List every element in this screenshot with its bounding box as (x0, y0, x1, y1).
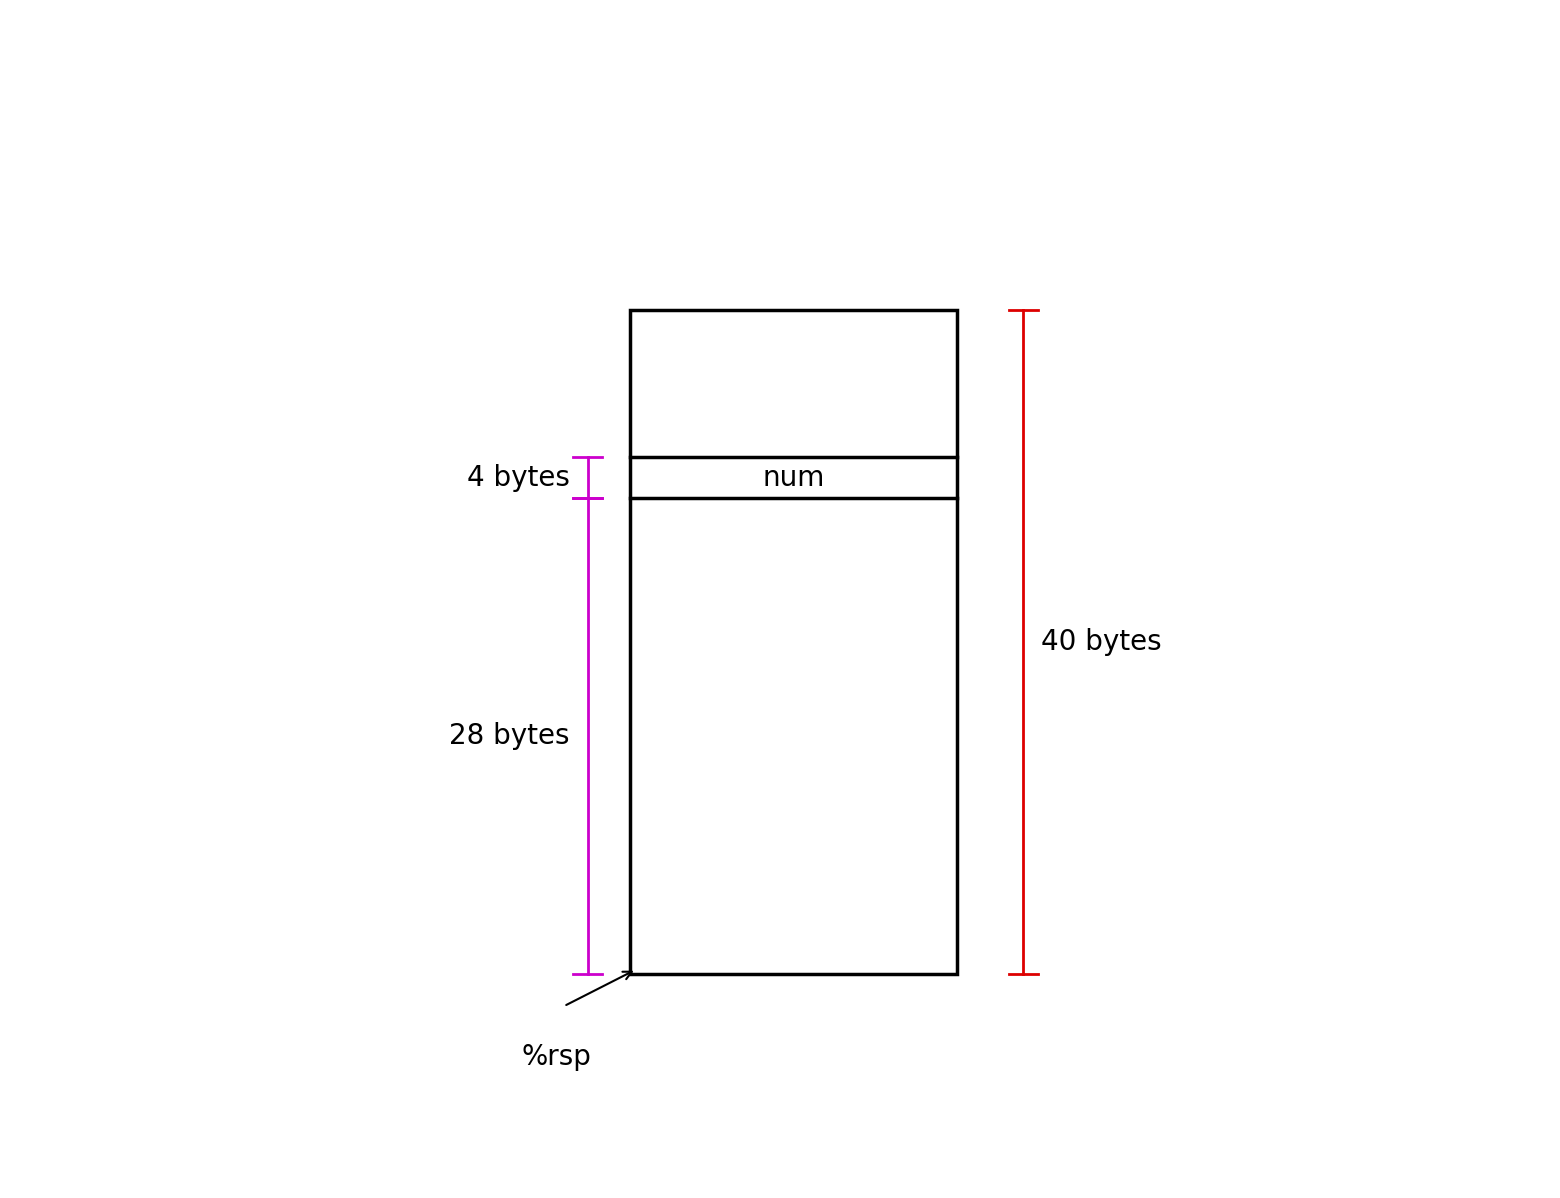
Text: num: num (763, 464, 825, 492)
Text: 40 bytes: 40 bytes (1042, 628, 1162, 655)
Text: 28 bytes: 28 bytes (449, 722, 569, 750)
Text: %rsp: %rsp (521, 1043, 591, 1071)
Text: 4 bytes: 4 bytes (466, 464, 569, 492)
Bar (630, 310, 956, 974)
